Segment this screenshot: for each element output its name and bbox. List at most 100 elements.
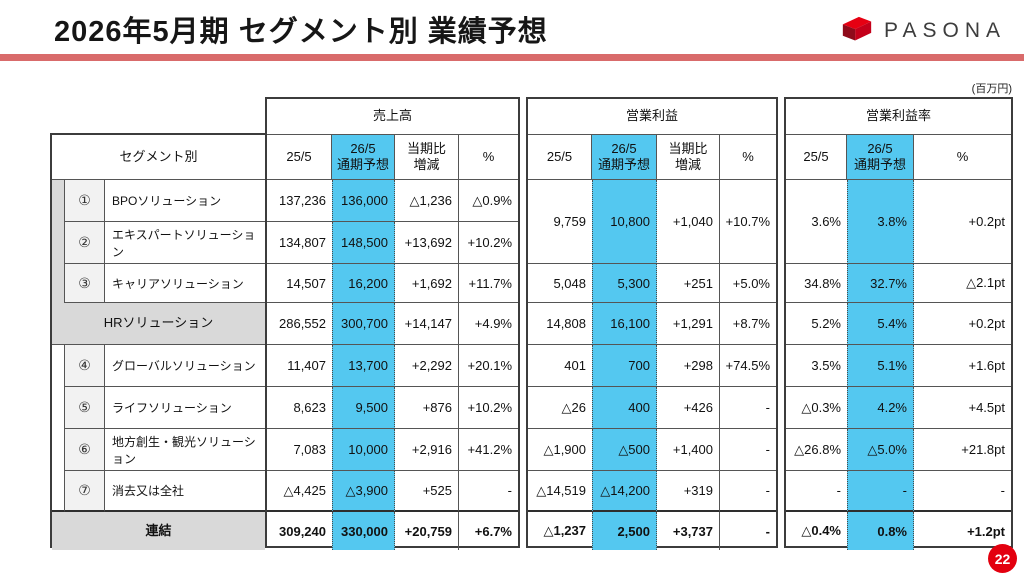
hr-group-bracket — [52, 180, 65, 303]
op-cell: 10,800 — [592, 180, 657, 264]
margin-cell: +1.2pt — [967, 523, 1005, 539]
segment-column-header: セグメント別 — [52, 135, 265, 180]
margin-cell: △2.1pt — [914, 264, 1011, 303]
op-cell: +1,291 — [657, 303, 720, 345]
group-header: 売上高 — [267, 99, 518, 135]
unit-note: (百万円) — [971, 83, 1012, 95]
op-cell: 16,100 — [592, 303, 657, 345]
seg-name: BPOソリューション — [105, 180, 265, 222]
margin-cell: △0.3% — [786, 387, 847, 429]
sales-cell: 286,552 — [267, 303, 332, 345]
col-header: 25/5 — [786, 135, 847, 180]
sales-cell: +41.2% — [459, 429, 518, 471]
page-title: 2026年5月期 セグメント別 業績予想 — [54, 16, 548, 48]
seg-name: エキスパートソリューション — [105, 222, 265, 264]
spacer-strip — [52, 345, 65, 512]
seg-num: ⑤ — [65, 387, 105, 429]
sales-cell: +2,916 — [395, 429, 459, 471]
margin-cell: 3.8% — [847, 180, 914, 264]
seg-num: ⑥ — [65, 429, 105, 471]
margin-cell: 0.8% — [847, 512, 914, 550]
company-logo: PASONA — [840, 14, 1006, 48]
margin-cell: +0.2pt — [914, 303, 1011, 345]
sales-cell: △3,900 — [332, 471, 395, 512]
seg-num: ③ — [65, 264, 105, 303]
operating-margin-group-section: 営業利益率 25/5 26/5 通期予想 % 3.6% 3.8% +0.2pt … — [784, 97, 1013, 550]
seg-name: 消去又は全社 — [105, 471, 265, 512]
op-cell: +298 — [657, 345, 720, 387]
col-header: 26/5 通期予想 — [847, 135, 914, 180]
sales-cell: 10,000 — [332, 429, 395, 471]
margin-cell: 4.2% — [847, 387, 914, 429]
margin-cell: 5.2% — [786, 303, 847, 345]
op-cell: △1,237 — [543, 523, 586, 538]
sales-cell: +525 — [395, 471, 459, 512]
segment-column-section: セグメント別 ① BPOソリューション ② エキスパートソリューション ③ キャ… — [50, 133, 265, 550]
col-header: % — [720, 135, 776, 180]
pasona-logo-icon — [842, 16, 872, 41]
total-row-label: 連結 — [52, 512, 265, 550]
sales-cell: - — [459, 471, 518, 512]
op-cell: 2,500 — [592, 512, 657, 550]
margin-cell: 3.5% — [786, 345, 847, 387]
seg-num: ⑦ — [65, 471, 105, 512]
col-header: 当期比 増減 — [395, 135, 459, 180]
seg-name: ライフソリューション — [105, 387, 265, 429]
margin-cell: - — [847, 471, 914, 512]
col-header: % — [459, 135, 518, 180]
operating-profit-group-section: 営業利益 25/5 26/5 通期予想 当期比 増減 % 9,759 10,80… — [526, 97, 778, 550]
sales-cell: +14,147 — [395, 303, 459, 345]
sales-cell: 136,000 — [332, 180, 395, 222]
seg-num: ② — [65, 222, 105, 264]
seg-num: ① — [65, 180, 105, 222]
col-header: 26/5 通期予想 — [332, 135, 395, 180]
op-cell: +1,400 — [657, 429, 720, 471]
op-cell: +5.0% — [720, 264, 776, 303]
margin-cell: 34.8% — [786, 264, 847, 303]
sales-cell: +20,759 — [395, 512, 459, 550]
seg-name: キャリアソリューション — [105, 264, 265, 303]
segment-forecast-table: セグメント別 ① BPOソリューション ② エキスパートソリューション ③ キャ… — [50, 97, 1013, 550]
op-cell: +3,737 — [657, 512, 720, 550]
margin-cell: +21.8pt — [914, 429, 1011, 471]
op-cell: 401 — [528, 345, 592, 387]
subtotal-row-label: HRソリューション — [52, 303, 265, 345]
margin-cell: - — [786, 471, 847, 512]
seg-num: ④ — [65, 345, 105, 387]
sales-cell: △0.9% — [459, 180, 518, 222]
margin-cell: - — [914, 471, 1011, 512]
margin-cell: △0.4% — [801, 523, 841, 538]
margin-cell: +4.5pt — [914, 387, 1011, 429]
op-cell: +1,040 — [657, 180, 720, 264]
op-cell: +319 — [657, 471, 720, 512]
sales-cell: +10.2% — [459, 387, 518, 429]
margin-cell: 5.1% — [847, 345, 914, 387]
margin-cell: 32.7% — [847, 264, 914, 303]
sales-cell: +6.7% — [474, 523, 512, 539]
op-cell: +426 — [657, 387, 720, 429]
sales-cell: 11,407 — [267, 345, 332, 387]
op-cell: 5,048 — [528, 264, 592, 303]
op-cell: △14,519 — [528, 471, 592, 512]
pasona-logo-text: PASONA — [884, 19, 1006, 42]
sales-cell: 16,200 — [332, 264, 395, 303]
margin-cell: △26.8% — [786, 429, 847, 471]
col-header: 26/5 通期予想 — [592, 135, 657, 180]
op-cell: △500 — [592, 429, 657, 471]
op-cell: +8.7% — [720, 303, 776, 345]
sales-cell: +11.7% — [459, 264, 518, 303]
col-header: 25/5 — [528, 135, 592, 180]
col-header: 25/5 — [267, 135, 332, 180]
sales-cell: 14,507 — [267, 264, 332, 303]
op-cell: +10.7% — [720, 180, 776, 264]
sales-cell: 309,240 — [279, 523, 326, 539]
sales-cell: +10.2% — [459, 222, 518, 264]
sales-cell: 300,700 — [332, 303, 395, 345]
margin-cell: △5.0% — [847, 429, 914, 471]
sales-cell: 148,500 — [332, 222, 395, 264]
op-cell: △14,200 — [592, 471, 657, 512]
margin-cell: +0.2pt — [914, 180, 1011, 264]
page-number-badge: 22 — [988, 544, 1017, 573]
margin-cell: 5.4% — [847, 303, 914, 345]
op-cell: - — [765, 523, 770, 539]
